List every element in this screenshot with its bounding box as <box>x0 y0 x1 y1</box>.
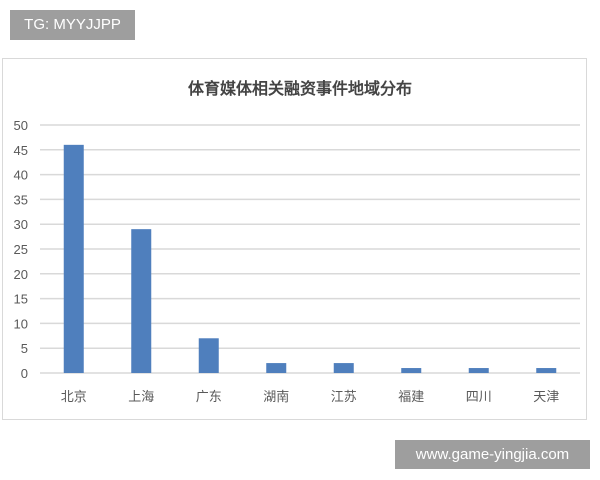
x-tick-label: 北京 <box>61 390 87 405</box>
bar-上海 <box>131 229 152 373</box>
y-tick-label: 35 <box>14 192 28 207</box>
x-tick-label: 福建 <box>398 390 424 405</box>
y-tick-label: 15 <box>14 292 28 307</box>
bar-四川 <box>468 368 489 373</box>
chart-frame <box>2 58 587 420</box>
y-tick-label: 20 <box>14 267 28 282</box>
y-tick-label: 40 <box>14 168 28 183</box>
x-tick-label: 四川 <box>466 390 492 405</box>
bar-北京 <box>63 144 84 373</box>
y-tick-label: 10 <box>14 316 28 331</box>
bar-广东 <box>198 338 219 373</box>
x-tick-label: 天津 <box>533 390 559 405</box>
watermark-url: www.game-yingjia.com <box>395 440 590 469</box>
bar-天津 <box>536 368 557 373</box>
watermark-tg: TG: MYYJJPP <box>10 10 135 40</box>
y-tick-label: 25 <box>14 242 28 257</box>
x-tick-label: 江苏 <box>331 389 357 405</box>
y-tick-label: 45 <box>14 143 28 158</box>
bar-福建 <box>401 368 422 373</box>
x-tick-label: 广东 <box>196 390 222 405</box>
bar-湖南 <box>266 363 287 373</box>
y-tick-label: 50 <box>14 118 28 133</box>
bar-江苏 <box>333 363 354 373</box>
chart-title: 体育媒体相关融资事件地域分布 <box>188 79 412 98</box>
x-tick-label: 上海 <box>128 390 154 405</box>
y-tick-label: 0 <box>21 366 28 381</box>
x-tick-label: 湖南 <box>263 389 289 405</box>
y-tick-label: 5 <box>21 341 28 356</box>
y-tick-label: 30 <box>14 217 28 232</box>
